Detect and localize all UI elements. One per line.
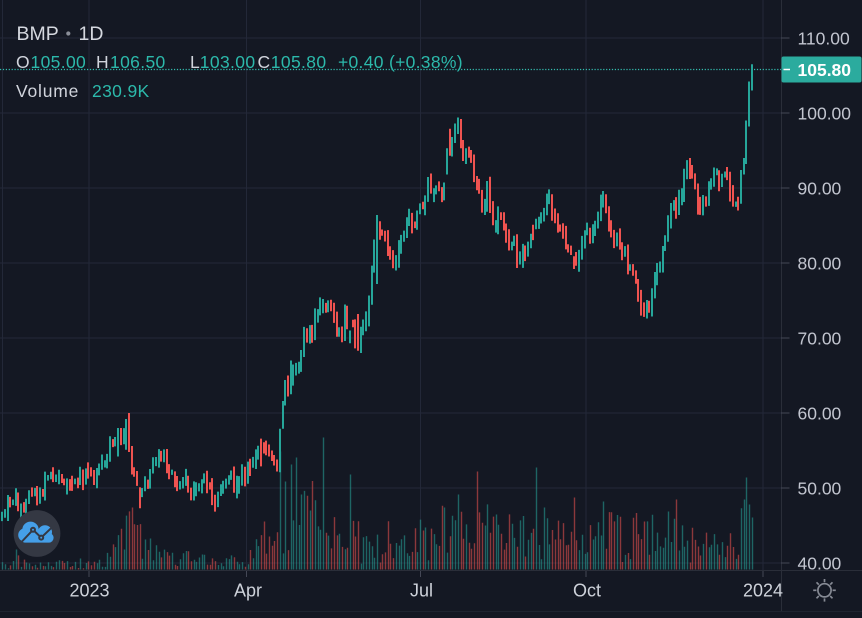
svg-text:H: H (96, 52, 109, 72)
svg-text:50.00: 50.00 (798, 479, 842, 499)
svg-text:L: L (190, 52, 200, 72)
svg-text:105.00: 105.00 (31, 52, 87, 72)
svg-text:BMP: BMP (17, 23, 59, 45)
svg-text:Volume: Volume (16, 81, 79, 101)
svg-text:C: C (258, 52, 271, 72)
svg-text:Jul: Jul (410, 581, 433, 601)
svg-text:70.00: 70.00 (798, 329, 842, 349)
svg-text:1D: 1D (79, 23, 104, 45)
svg-text:Oct: Oct (573, 581, 601, 601)
svg-text:90.00: 90.00 (798, 179, 842, 199)
svg-text:230.9K: 230.9K (92, 81, 150, 101)
svg-text:105.80: 105.80 (798, 60, 852, 80)
svg-text:80.00: 80.00 (798, 254, 842, 274)
svg-text:40.00: 40.00 (798, 554, 842, 574)
svg-text:Apr: Apr (234, 581, 262, 601)
svg-text:2023: 2023 (69, 581, 109, 601)
svg-text:105.80: 105.80 (271, 52, 327, 72)
svg-text:+0.40 (+0.38%): +0.40 (+0.38%) (338, 52, 463, 72)
svg-text:60.00: 60.00 (798, 404, 842, 424)
svg-text:110.00: 110.00 (798, 29, 850, 49)
svg-text:O: O (16, 52, 30, 72)
svg-text:106.50: 106.50 (110, 52, 166, 72)
svg-text:100.00: 100.00 (798, 104, 852, 124)
svg-text:2024: 2024 (743, 581, 783, 601)
svg-text:103.00: 103.00 (200, 52, 256, 72)
